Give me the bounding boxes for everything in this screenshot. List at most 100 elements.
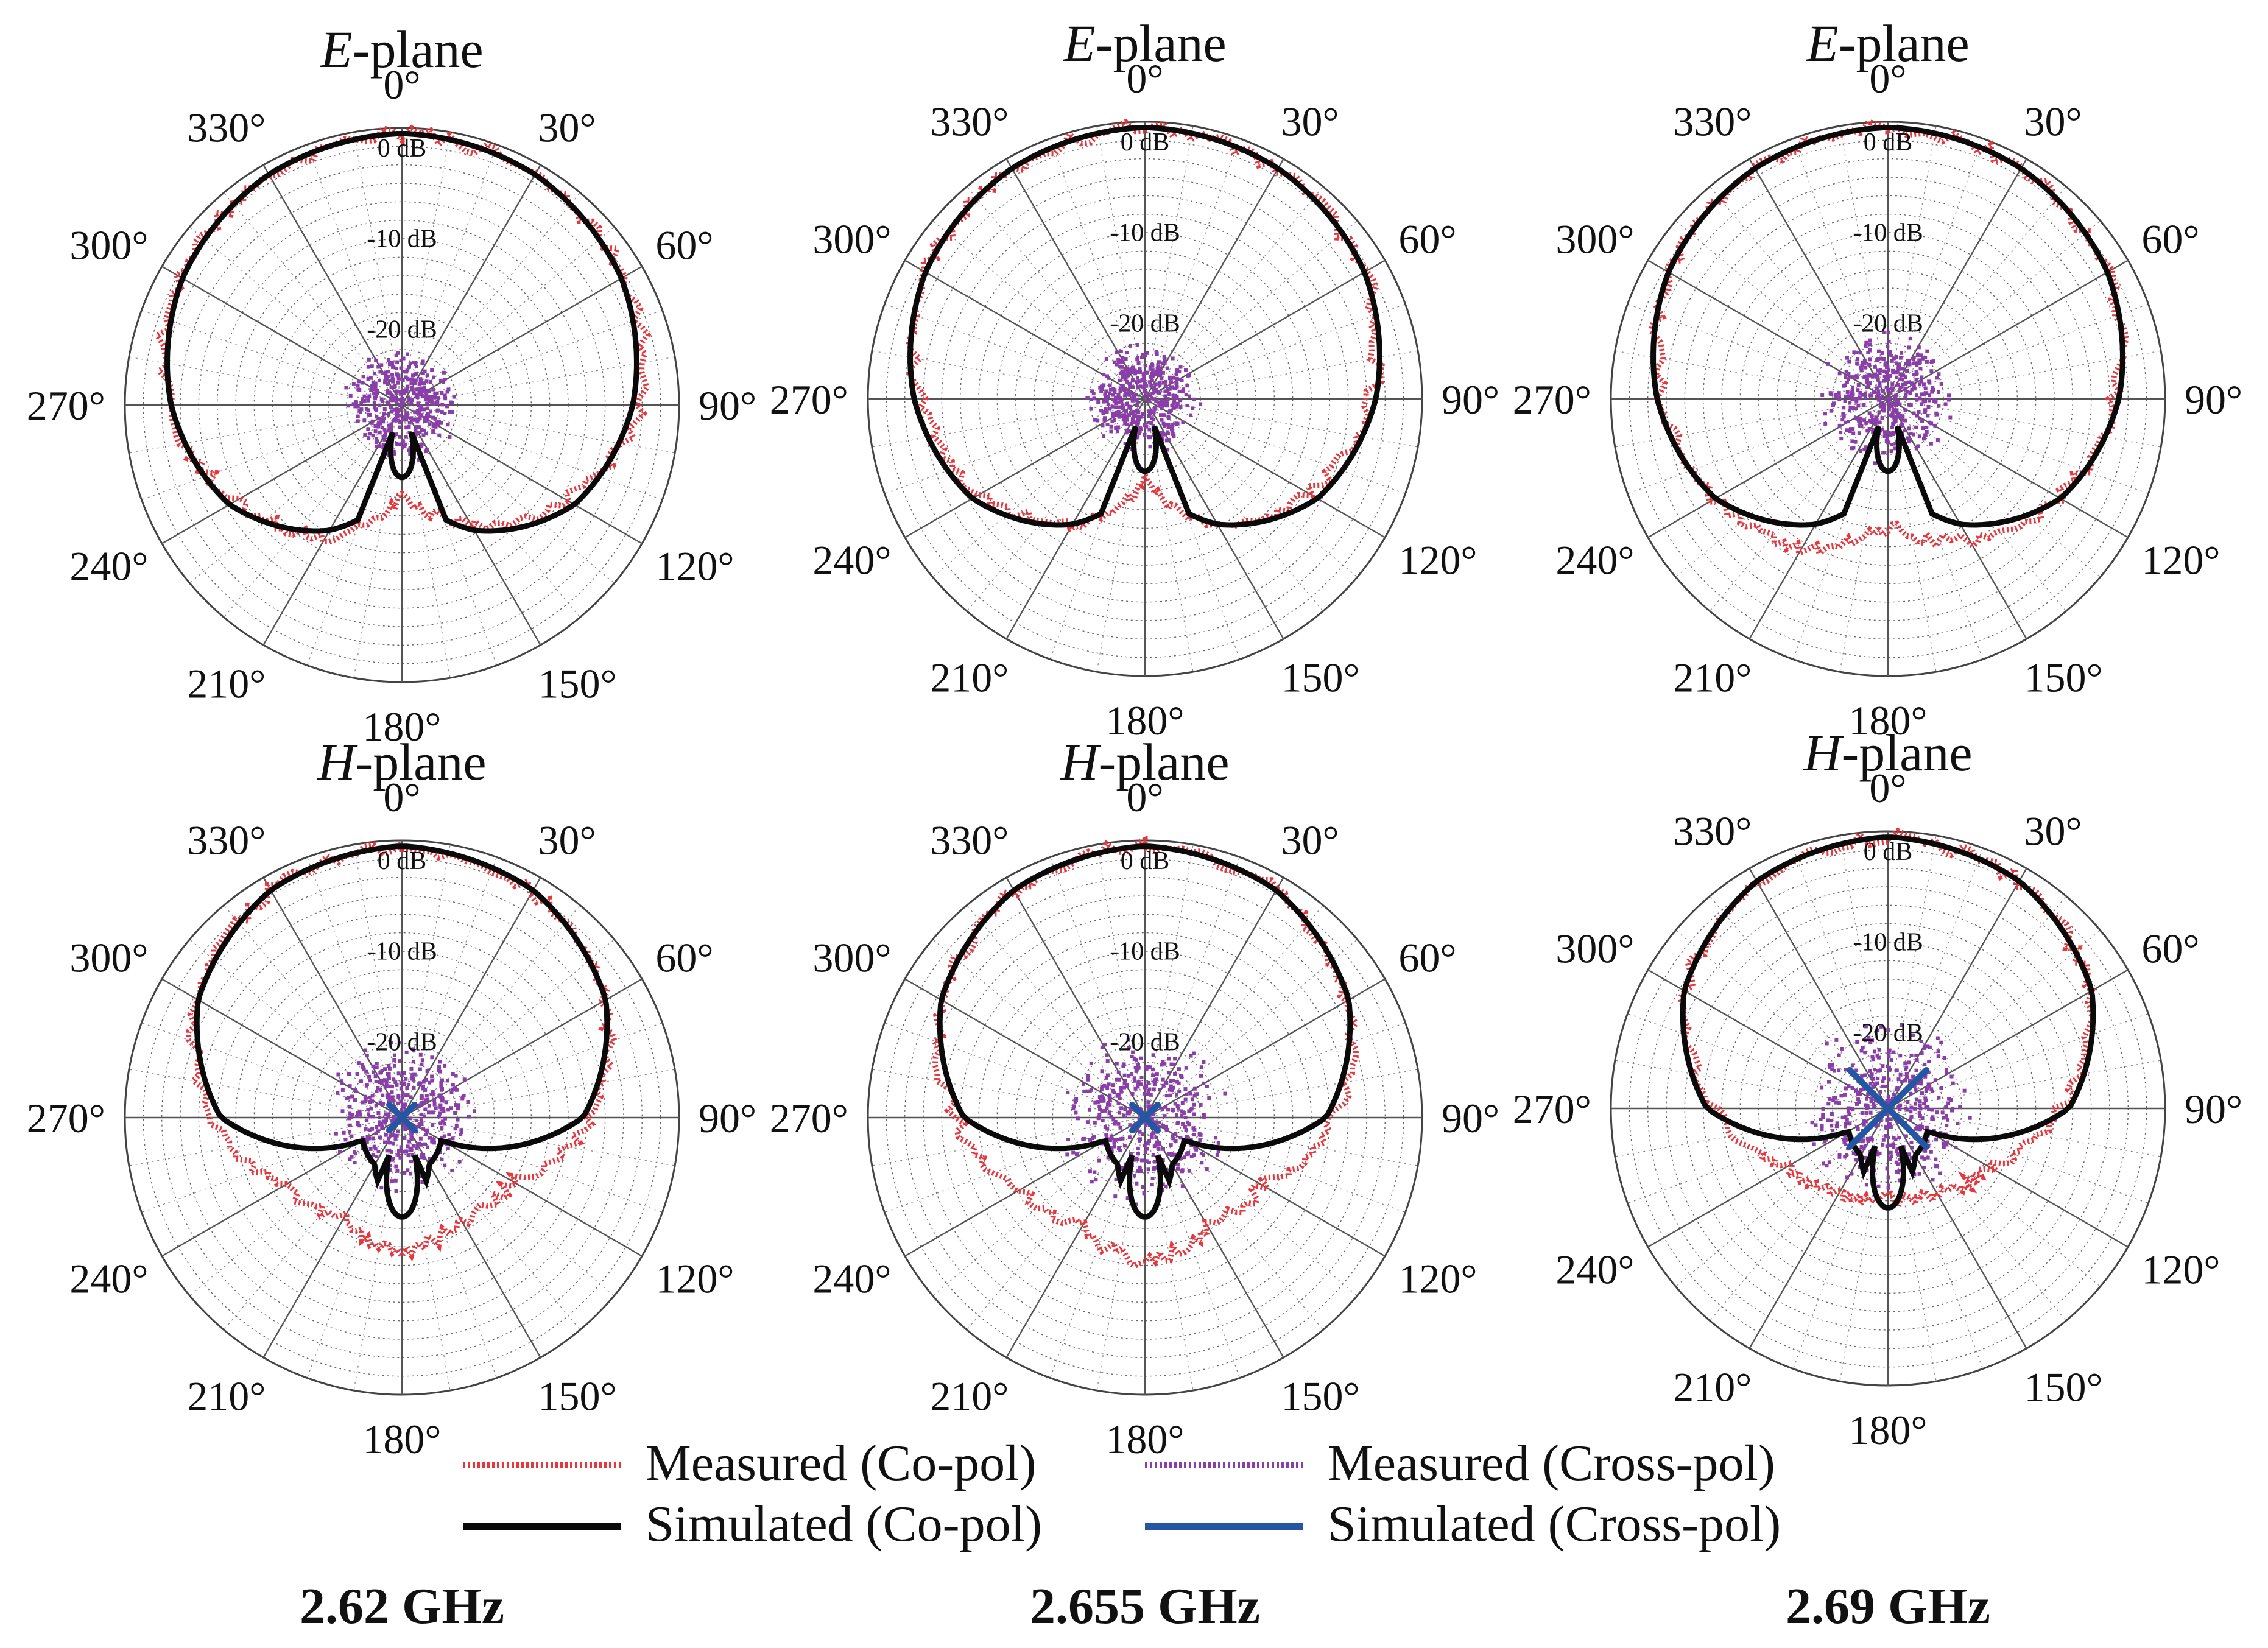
cross-pol-point xyxy=(1821,1113,1825,1117)
cross-pol-point xyxy=(1091,392,1096,396)
cross-pol-point xyxy=(1187,1109,1191,1113)
cross-pol-point xyxy=(1951,1081,1955,1085)
cross-pol-point xyxy=(449,1091,454,1095)
cross-pol-point xyxy=(1169,1084,1173,1088)
cross-pol-point xyxy=(1856,1097,1861,1102)
cross-pol-point xyxy=(1877,398,1881,402)
cross-pol-point xyxy=(422,1114,426,1118)
cross-pol-point xyxy=(424,448,429,452)
cross-pol-point xyxy=(372,372,376,376)
cross-pol-point xyxy=(1127,406,1132,410)
cross-pol-point xyxy=(396,1152,401,1157)
cross-pol-point xyxy=(1851,431,1856,435)
cross-pol-point xyxy=(1142,378,1146,382)
cross-pol-point xyxy=(1894,361,1898,365)
cross-pol-point xyxy=(1100,387,1104,392)
cross-pol-point xyxy=(338,1150,342,1154)
cross-pol-point xyxy=(450,1169,454,1173)
cross-pol-point xyxy=(1909,403,1913,407)
cross-pol-point xyxy=(412,1072,417,1077)
angle-label: 300° xyxy=(812,216,891,262)
cross-pol-point xyxy=(419,1112,423,1116)
cross-pol-point xyxy=(413,410,417,415)
cross-pol-point xyxy=(380,426,384,430)
cross-pol-point xyxy=(425,1130,429,1134)
cross-pol-point xyxy=(1810,1121,1814,1125)
cross-pol-point xyxy=(1113,390,1117,395)
cross-pol-point xyxy=(432,1093,436,1097)
cross-pol-point xyxy=(1900,351,1904,355)
cross-pol-point xyxy=(396,351,401,355)
cross-pol-point xyxy=(1128,385,1132,389)
cross-pol-point xyxy=(1168,1093,1172,1097)
grid-spoke-minor xyxy=(1887,138,1984,400)
cross-pol-point xyxy=(1867,411,1872,415)
cross-pol-point xyxy=(1898,413,1903,417)
cross-pol-point xyxy=(1187,394,1191,398)
cross-pol-point xyxy=(1856,382,1861,387)
grid-spoke-minor xyxy=(401,144,498,406)
cross-pol-point xyxy=(1152,1080,1157,1084)
grid-spoke-minor xyxy=(1839,835,1889,1109)
grid-spoke-minor xyxy=(1144,398,1194,672)
cross-pol-point xyxy=(1890,382,1895,387)
cross-pol-point xyxy=(1937,404,1941,408)
cross-pol-point xyxy=(1174,385,1178,389)
cross-pol-point xyxy=(1844,375,1848,379)
cross-pol-point xyxy=(394,432,398,437)
cross-pol-point xyxy=(1915,353,1920,357)
cross-pol-point xyxy=(1151,418,1155,422)
cross-pol-point xyxy=(1894,393,1898,398)
legend: Measured (Co-pol)Simulated (Co-pol)Measu… xyxy=(463,1435,1781,1552)
cross-pol-point xyxy=(1119,1090,1124,1094)
cross-pol-point xyxy=(374,394,378,398)
cross-pol-point xyxy=(1109,429,1113,434)
cross-pol-point xyxy=(1890,411,1895,415)
cross-pol-point xyxy=(1858,420,1862,424)
cross-pol-point xyxy=(1844,420,1848,424)
cross-pol-point xyxy=(1864,343,1868,348)
angle-label: 270° xyxy=(1513,376,1591,423)
cross-pol-point xyxy=(390,1179,394,1183)
grid-spoke-minor xyxy=(1710,186,1889,400)
cross-pol-point xyxy=(1166,438,1171,443)
cross-pol-point xyxy=(1108,1102,1112,1107)
cross-pol-point xyxy=(1133,1079,1137,1083)
cross-pol-point xyxy=(1103,1125,1107,1129)
cross-pol-point xyxy=(375,1125,379,1129)
cross-pol-point xyxy=(1164,379,1168,384)
cross-pol-point xyxy=(1223,1091,1227,1096)
cross-pol-point xyxy=(1915,1097,1919,1102)
grid-spoke-minor xyxy=(1710,1108,1889,1321)
grid-spoke-minor xyxy=(1096,398,1146,672)
cross-pol-point xyxy=(451,1072,455,1076)
cross-pol-point xyxy=(1864,1183,1868,1187)
cross-pol-point xyxy=(443,412,447,416)
cross-pol-point xyxy=(1107,391,1111,395)
grid-spoke-minor xyxy=(189,404,403,583)
cross-pol-point xyxy=(372,392,376,396)
cross-pol-point xyxy=(1169,1062,1174,1066)
cross-pol-point xyxy=(1922,1046,1926,1050)
cross-pol-point xyxy=(1126,373,1130,377)
cross-pol-point xyxy=(1864,1111,1868,1115)
cross-pol-point xyxy=(417,425,421,429)
cross-pol-point xyxy=(1105,410,1109,414)
grid-spoke-minor xyxy=(353,132,403,406)
cross-pol-point xyxy=(402,415,406,420)
cross-pol-point xyxy=(421,433,426,437)
cross-pol-point xyxy=(1116,1070,1121,1074)
cross-pol-point xyxy=(381,445,386,449)
cross-pol-point xyxy=(389,426,393,430)
cross-pol-point xyxy=(1859,424,1864,428)
cross-pol-point xyxy=(1865,377,1869,381)
cross-pol-point xyxy=(1907,1079,1912,1083)
cross-pol-point xyxy=(392,1077,396,1082)
cross-pol-point xyxy=(1922,437,1926,441)
cross-pol-point xyxy=(1933,1078,1937,1082)
cross-pol-point xyxy=(371,434,375,438)
cross-pol-point xyxy=(398,1041,402,1045)
cross-pol-point xyxy=(425,373,429,378)
cross-pol-point xyxy=(365,1140,369,1144)
cross-pol-point xyxy=(386,1072,390,1076)
